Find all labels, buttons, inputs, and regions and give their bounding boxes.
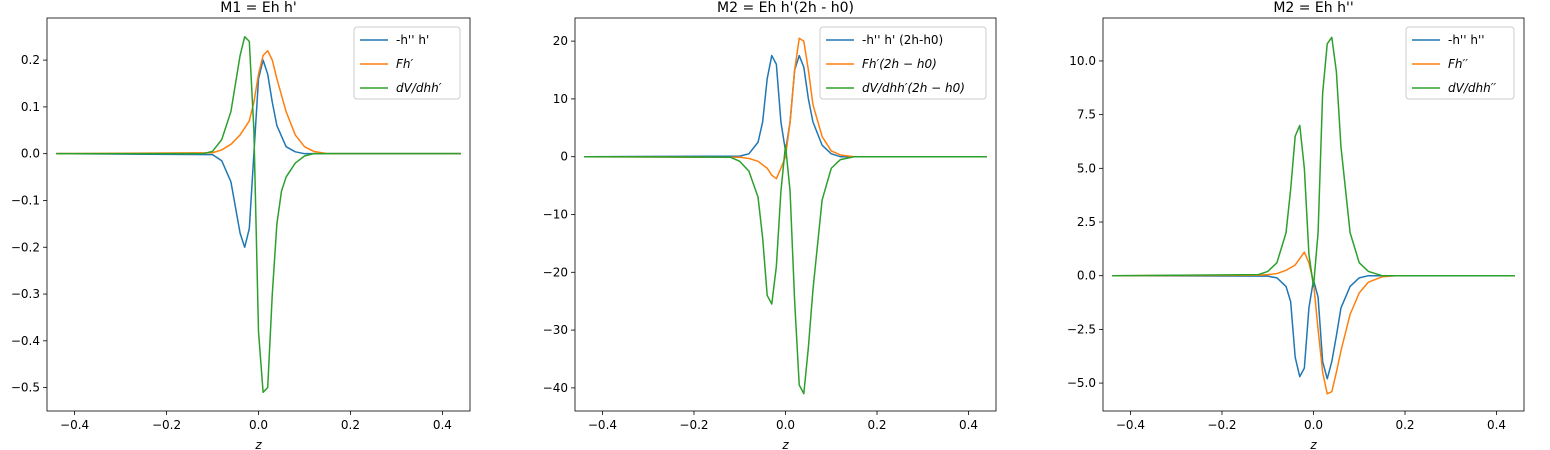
series-line-2 — [1112, 251, 1515, 395]
y-tick-label: −0.3 — [11, 287, 40, 301]
x-tick-label: 0.0 — [1304, 418, 1323, 432]
x-tick-label: 0.2 — [867, 418, 886, 432]
series-line-3 — [1112, 36, 1515, 288]
y-tick-label: 0.2 — [21, 53, 40, 67]
chart-panel-3: M2 = Eh h'' −0.4 −0.2 0.0 0.2 0.4 10.0 7.5 5.0 2.… — [1067, 0, 1525, 450]
legend-box — [1405, 26, 1515, 100]
y-tick-label: 0.0 — [21, 147, 40, 161]
x-tick-label: 0.0 — [776, 418, 795, 432]
plot-frame — [46, 17, 471, 412]
x-axis-label: z — [1309, 438, 1317, 450]
y-tick-label: −0.4 — [11, 334, 40, 348]
x-tick-label: 0.4 — [433, 418, 452, 432]
x-tick-label: 0.4 — [959, 418, 978, 432]
x-tick-label: −0.4 — [588, 418, 617, 432]
chart-panel-2: M2 = Eh h'(2h - h0) −0.4 −0.2 0.0 0.2 0.4 20 10… — [543, 0, 997, 450]
legend-box — [819, 26, 987, 100]
y-tick-label: −0.1 — [11, 193, 40, 207]
series-line-1 — [1112, 274, 1515, 380]
legend-label: dV/dhh′(2h − h0) — [862, 81, 965, 95]
plot-frame — [1102, 17, 1525, 412]
x-tick-label: 0.2 — [341, 418, 360, 432]
y-tick-label: 0 — [560, 150, 568, 164]
legend-label: Fh′(2h − h0) — [862, 57, 937, 71]
chart-title: M2 = Eh h'(2h - h0) — [717, 0, 854, 16]
y-tick-label: 0.1 — [21, 100, 40, 114]
plot-frame — [574, 17, 997, 412]
y-tick-label: 2.5 — [1077, 215, 1096, 229]
y-tick-label: −20 — [543, 265, 568, 279]
chart-title: M2 = Eh h'' — [1273, 0, 1353, 16]
y-tick-label: 0.0 — [1077, 269, 1096, 283]
chart-panel-1: M1 = Eh h' −0.4 −0.2 0.0 0.2 0.4 0.2 0.1 0.0 −0.1… — [11, 0, 471, 450]
x-tick-label: −0.2 — [1207, 418, 1236, 432]
series-line-1 — [56, 59, 461, 248]
x-axis-label: z — [254, 438, 262, 450]
legend-label: Fh′ — [396, 57, 414, 71]
x-tick-label: −0.2 — [152, 418, 181, 432]
chart-title: M1 = Eh h' — [220, 0, 297, 16]
y-tick-label: 5.0 — [1077, 161, 1096, 175]
x-tick-label: −0.4 — [60, 418, 89, 432]
series-line-2 — [584, 37, 987, 180]
x-tick-label: −0.2 — [679, 418, 708, 432]
y-tick-label: −0.2 — [11, 240, 40, 254]
legend-label: -h'' h'' — [1448, 33, 1485, 47]
y-tick-label: −0.5 — [11, 381, 40, 395]
legend-label: Fh′′ — [1448, 57, 1468, 71]
series-line-3 — [56, 35, 461, 394]
x-tick-label: −0.4 — [1116, 418, 1145, 432]
y-tick-label: −10 — [543, 208, 568, 222]
x-tick-label: 0.0 — [249, 418, 268, 432]
x-tick-label: 0.4 — [1487, 418, 1506, 432]
y-tick-label: 7.5 — [1077, 108, 1096, 122]
legend-box — [353, 26, 461, 100]
legend-label: dV/dhh′′ — [1448, 81, 1496, 95]
legend-label: dV/dhh′ — [396, 81, 442, 95]
series-line-2 — [56, 50, 461, 155]
legend-label: -h'' h' (2h-h0) — [862, 33, 943, 47]
y-tick-label: 10.0 — [1069, 54, 1096, 68]
y-tick-label: 10 — [553, 92, 568, 106]
legend-label: -h'' h' — [396, 33, 429, 47]
x-tick-label: 0.2 — [1395, 418, 1414, 432]
y-tick-label: −40 — [543, 381, 568, 395]
y-tick-label: −5.0 — [1067, 376, 1096, 390]
series-line-3 — [584, 144, 987, 395]
x-axis-label: z — [781, 438, 789, 450]
y-tick-label: −2.5 — [1067, 322, 1096, 336]
y-tick-label: −30 — [543, 323, 568, 337]
y-tick-label: 20 — [553, 34, 568, 48]
